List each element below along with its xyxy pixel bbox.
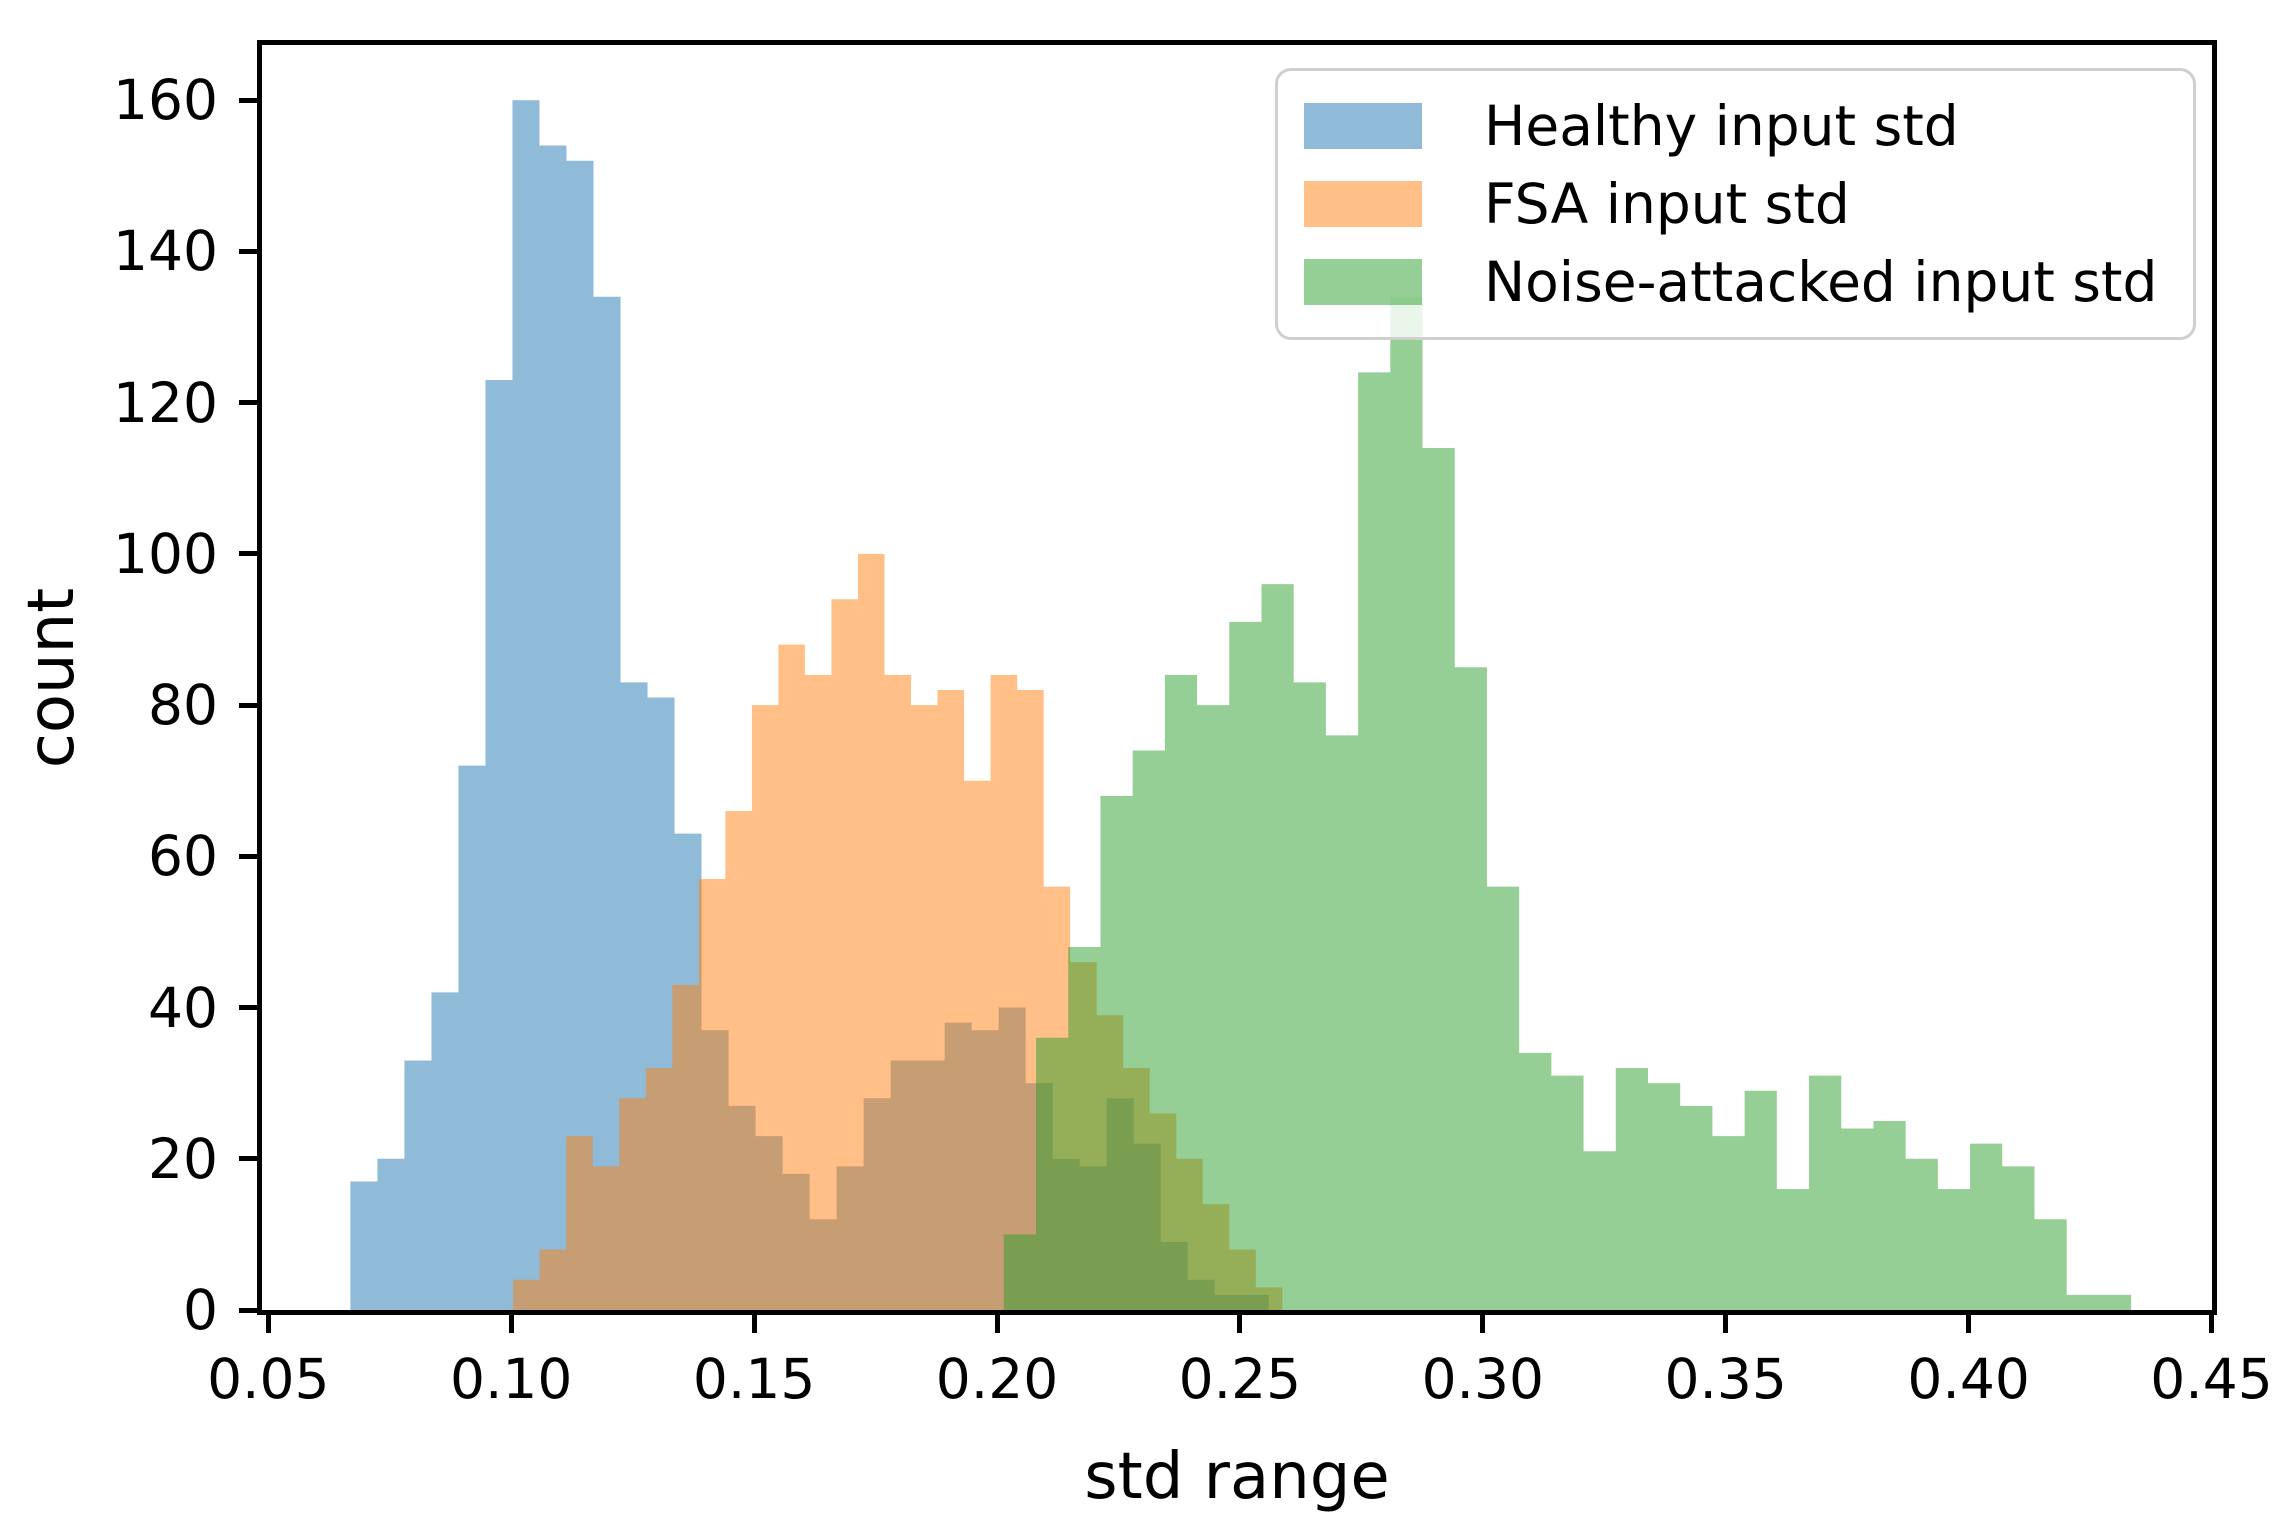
y-tick-mark (239, 248, 257, 254)
x-tick-label: 0.05 (207, 1347, 330, 1411)
y-tick-mark (239, 1307, 257, 1313)
legend-swatch-healthy-icon (1304, 103, 1422, 149)
y-tick-label: 0 (183, 1278, 218, 1342)
x-tick-label: 0.35 (1664, 1347, 1787, 1411)
y-tick-label: 160 (113, 68, 218, 133)
x-tick-mark (265, 1315, 271, 1333)
x-tick-label: 0.25 (1178, 1347, 1302, 1411)
y-tick-mark (239, 97, 257, 103)
x-tick-mark (1966, 1315, 1972, 1333)
x-axis-label: std range (1084, 1440, 1390, 1514)
legend: Healthy input std FSA input std Noise-at… (1275, 68, 2196, 340)
y-tick-mark (239, 551, 257, 557)
y-tick-mark (239, 1156, 257, 1162)
legend-label-healthy: Healthy input std (1484, 93, 1959, 158)
x-tick-mark (508, 1315, 514, 1333)
y-tick-mark (239, 1005, 257, 1010)
x-tick-label: 0.30 (1421, 1347, 1545, 1411)
x-tick-label: 0.15 (692, 1347, 816, 1411)
x-tick-mark (1237, 1315, 1243, 1333)
x-tick-mark (994, 1315, 1000, 1333)
y-axis-label: count (15, 587, 89, 769)
x-tick-mark (1723, 1315, 1729, 1333)
y-tick-mark (239, 702, 257, 708)
legend-item-healthy: Healthy input std (1304, 93, 2167, 158)
x-tick-label: 0.20 (935, 1347, 1059, 1411)
y-tick-mark (239, 400, 257, 406)
series-noise-attacked-bars (1003, 296, 2132, 1310)
x-tick-label: 0.10 (449, 1347, 573, 1411)
y-tick-label: 80 (148, 673, 218, 738)
legend-label-noise: Noise-attacked input std (1484, 249, 2158, 314)
y-tick-label: 140 (113, 219, 218, 284)
x-tick-label: 0.40 (1907, 1347, 2030, 1411)
x-tick-mark (751, 1315, 757, 1333)
y-tick-label: 60 (148, 824, 218, 889)
legend-swatch-fsa-icon (1304, 181, 1422, 227)
y-tick-label: 120 (113, 370, 218, 435)
y-tick-label: 100 (113, 521, 218, 586)
x-tick-mark (1480, 1315, 1486, 1333)
y-tick-label: 20 (148, 1126, 218, 1191)
legend-item-fsa: FSA input std (1304, 171, 2167, 236)
legend-label-fsa: FSA input std (1484, 171, 1850, 236)
series-healthy-bars (350, 100, 1269, 1310)
histogram-canvas (350, 100, 2132, 1310)
y-tick-label: 40 (148, 975, 218, 1040)
legend-item-noise: Noise-attacked input std (1304, 249, 2167, 314)
y-tick-mark (239, 853, 257, 859)
legend-swatch-noise-icon (1304, 259, 1422, 305)
x-tick-mark (2209, 1315, 2214, 1333)
x-tick-label: 0.45 (2150, 1347, 2273, 1411)
